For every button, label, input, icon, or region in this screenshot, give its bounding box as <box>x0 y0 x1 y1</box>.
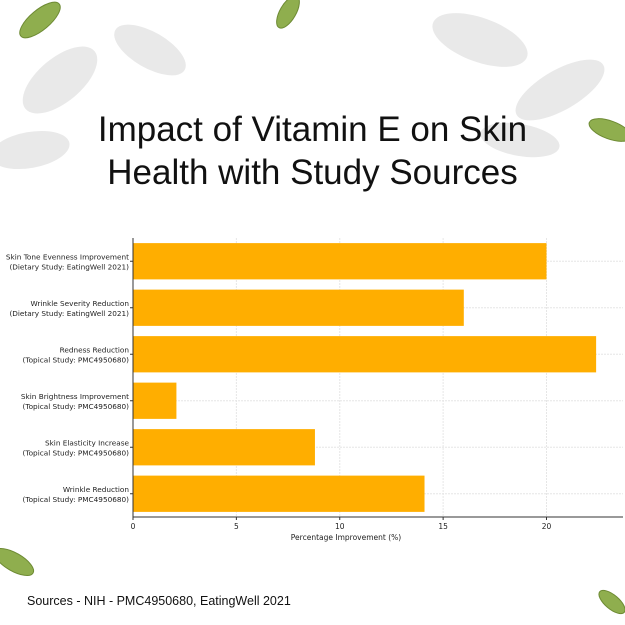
y-tick-label: (Topical Study: PMC4950680) <box>23 495 130 504</box>
y-tick-label: (Dietary Study: EatingWell 2021) <box>9 262 129 271</box>
bar <box>133 289 464 326</box>
y-tick-label: Skin Elasticity Increase <box>45 438 130 447</box>
y-tick-label: Redness Reduction <box>60 345 129 354</box>
bar <box>133 243 547 280</box>
y-tick-label: (Topical Study: PMC4950680) <box>23 355 130 364</box>
bar-chart: Skin Tone Evenness Improvement(Dietary S… <box>6 238 623 542</box>
bar <box>133 382 177 419</box>
page-title: Impact of Vitamin E on Skin Health with … <box>0 108 625 194</box>
x-axis-label: Percentage Improvement (%) <box>291 533 401 542</box>
y-tick-label: (Topical Study: PMC4950680) <box>23 448 130 457</box>
y-tick-label: (Topical Study: PMC4950680) <box>23 402 130 411</box>
bar <box>133 336 597 373</box>
x-tick-label: 5 <box>234 522 239 531</box>
bar <box>133 429 315 466</box>
title-line-2: Health with Study Sources <box>107 153 518 192</box>
bar <box>133 475 425 512</box>
x-tick-label: 10 <box>335 522 345 531</box>
sources-note: Sources - NIH - PMC4950680, EatingWell 2… <box>27 594 291 608</box>
y-tick-label: Wrinkle Reduction <box>63 485 129 494</box>
title-line-1: Impact of Vitamin E on Skin <box>97 110 528 149</box>
x-tick-label: 15 <box>438 522 448 531</box>
x-tick-label: 0 <box>131 522 136 531</box>
y-tick-label: Wrinkle Severity Reduction <box>30 299 129 308</box>
y-tick-label: Skin Tone Evenness Improvement <box>6 252 129 261</box>
x-tick-label: 20 <box>542 522 552 531</box>
y-tick-label: (Dietary Study: EatingWell 2021) <box>9 309 129 318</box>
y-tick-label: Skin Brightness Improvement <box>21 392 129 401</box>
